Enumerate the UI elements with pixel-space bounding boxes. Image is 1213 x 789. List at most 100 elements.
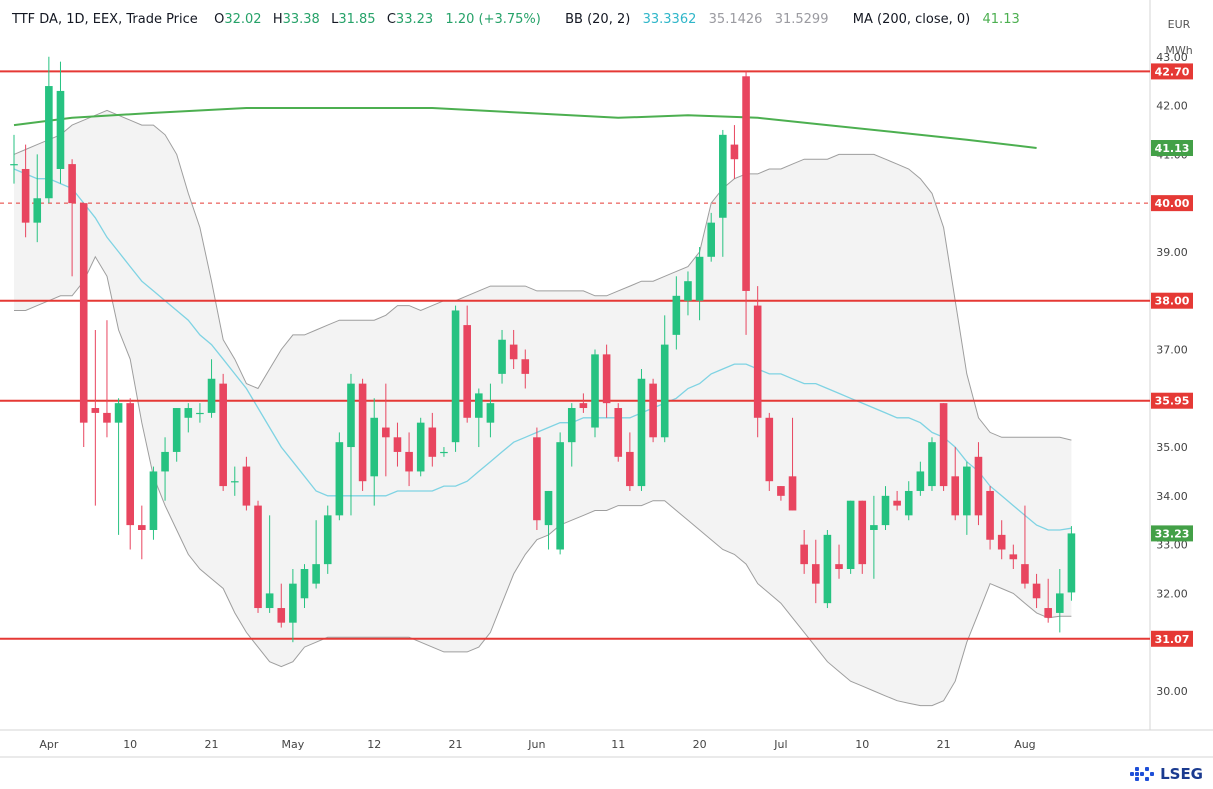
candle (567, 403, 576, 467)
candle-body (451, 310, 460, 443)
y-tick-label: 35.00 (1156, 441, 1188, 454)
candlestick-series (10, 56, 1076, 643)
candle-body (904, 490, 913, 516)
candle-body (265, 593, 274, 609)
level-tag: 38.00 (1155, 295, 1190, 308)
candle (196, 403, 204, 423)
candle (811, 539, 820, 604)
candle (672, 276, 681, 350)
candle (626, 432, 634, 491)
time-axis[interactable]: Apr 10 21 May 12 21 Jun 11 20 Jul 10 21 Aug (39, 738, 1035, 751)
candle (138, 505, 146, 560)
candle (509, 329, 518, 369)
candle (858, 500, 867, 574)
y-tick-label: 32.00 (1156, 587, 1188, 600)
candle (172, 408, 181, 462)
candle (660, 315, 669, 443)
candle (277, 583, 286, 628)
x-tick-label: 11 (611, 738, 625, 751)
candle (1056, 569, 1064, 633)
candle (742, 71, 750, 335)
candle-body (242, 466, 251, 506)
candle-body (382, 427, 390, 438)
candle-body (753, 305, 762, 418)
candle (416, 417, 425, 477)
candle-body (184, 408, 193, 418)
candle-body (138, 525, 146, 530)
candle (33, 154, 42, 243)
legend-bb-lower: 31.5299 (774, 12, 829, 27)
candle-body (91, 408, 100, 413)
candle (823, 529, 832, 609)
candle-body (428, 427, 437, 457)
candle-body (811, 564, 820, 584)
y-tick-label: 39.00 (1156, 246, 1188, 259)
legend-open: 32.02 (224, 12, 262, 27)
legend-open-label: O (214, 12, 225, 27)
legend-bb-basis: 33.3362 (642, 12, 697, 27)
candle-body (323, 515, 332, 565)
horizontal-lines[interactable] (0, 70, 1150, 640)
candle (393, 422, 402, 467)
candle (835, 544, 843, 579)
candle-body (370, 417, 379, 477)
candle (323, 505, 332, 574)
candle (265, 515, 274, 613)
candle-body (626, 451, 634, 487)
bb-basis-line (13, 168, 1072, 531)
candle-body (614, 408, 623, 457)
x-tick-label: Apr (39, 738, 59, 751)
candle (544, 490, 553, 550)
legend-ma-label[interactable]: MA (200, close, 0) (852, 12, 971, 27)
candle-body (672, 295, 681, 335)
candle-body (719, 134, 727, 218)
candle (997, 520, 1006, 560)
candle (45, 56, 53, 204)
candle-body (230, 481, 239, 483)
candle-body (33, 198, 42, 223)
y-tick-label: 42.00 (1156, 100, 1188, 113)
candle (579, 393, 588, 413)
x-tick-label: 21 (205, 738, 219, 751)
candle-body (742, 76, 750, 291)
candle-body (219, 383, 227, 487)
candle (312, 520, 320, 589)
candle (963, 461, 971, 535)
candle (614, 403, 623, 462)
x-tick-label: 10 (855, 738, 869, 751)
legend-bb-label[interactable]: BB (20, 2) (565, 12, 631, 27)
unit-energy: MWh (1165, 44, 1193, 57)
candle-body (393, 437, 402, 452)
candle-body (172, 408, 181, 452)
candle-body (405, 451, 413, 472)
candle-body (963, 466, 971, 516)
candle (870, 495, 878, 579)
candle (451, 305, 460, 452)
candle (533, 427, 541, 530)
x-tick-label: 12 (367, 738, 381, 751)
candle (184, 403, 193, 433)
candle (91, 329, 100, 506)
level-tag-bg (1151, 630, 1193, 647)
candle-body (498, 339, 506, 374)
candle-body (254, 505, 262, 609)
candle-body (986, 490, 994, 540)
candle (428, 412, 437, 467)
x-tick-label: Jun (527, 738, 545, 751)
chart-legend: TTF DA, 1D, EEX, Trade Price O32.02 H33.… (12, 12, 1020, 27)
y-tick-label: 43.00 (1156, 51, 1188, 64)
candle (846, 500, 855, 574)
x-tick-label: Aug (1014, 738, 1035, 751)
candle (765, 412, 774, 491)
legend-symbol[interactable]: TTF DA, 1D, EEX, Trade Price (12, 12, 198, 27)
candle (1032, 573, 1041, 609)
candle (939, 403, 948, 491)
candle-body (114, 403, 123, 423)
candle-body (440, 451, 448, 454)
candle (800, 529, 808, 574)
candle (521, 349, 530, 389)
level-tag-bg (1151, 63, 1193, 80)
candle (753, 286, 762, 438)
x-tick-label: 21 (449, 738, 463, 751)
